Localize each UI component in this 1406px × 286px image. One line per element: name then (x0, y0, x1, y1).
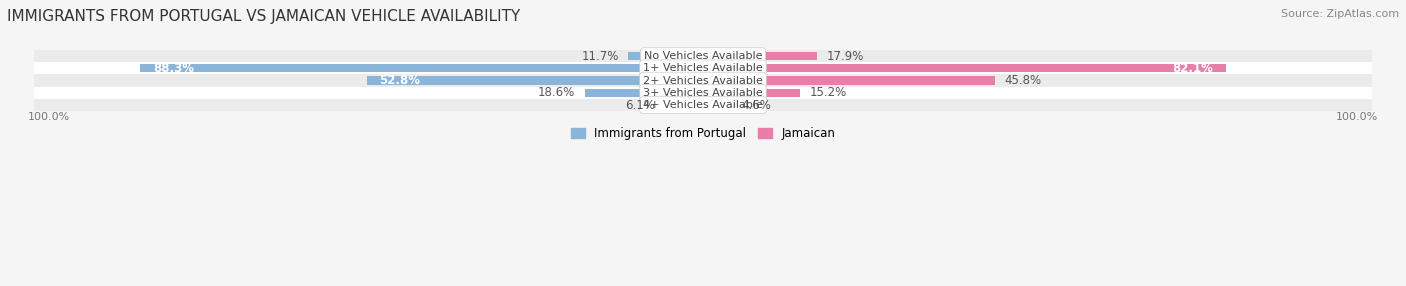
Bar (34, 62, 1372, 74)
Text: IMMIGRANTS FROM PORTUGAL VS JAMAICAN VEHICLE AVAILABILITY: IMMIGRANTS FROM PORTUGAL VS JAMAICAN VEH… (7, 9, 520, 23)
Bar (628, 52, 703, 60)
Text: 1+ Vehicles Available: 1+ Vehicles Available (643, 63, 763, 73)
Text: 6.1%: 6.1% (624, 99, 655, 112)
Bar (664, 101, 703, 109)
Text: 88.3%: 88.3% (153, 62, 194, 75)
Text: 11.7%: 11.7% (582, 49, 619, 63)
Bar (585, 89, 703, 97)
Bar (703, 89, 800, 97)
Text: 100.0%: 100.0% (1336, 112, 1378, 122)
Text: 4+ Vehicles Available: 4+ Vehicles Available (643, 100, 763, 110)
Legend: Immigrants from Portugal, Jamaican: Immigrants from Portugal, Jamaican (565, 122, 841, 145)
Bar (34, 87, 1372, 99)
Text: Source: ZipAtlas.com: Source: ZipAtlas.com (1281, 9, 1399, 19)
Text: 4.6%: 4.6% (742, 99, 772, 112)
Text: 2+ Vehicles Available: 2+ Vehicles Available (643, 76, 763, 86)
Text: 82.1%: 82.1% (1173, 62, 1213, 75)
Bar (367, 76, 703, 85)
Text: 18.6%: 18.6% (537, 86, 575, 99)
Bar (141, 64, 703, 72)
Bar (34, 50, 1372, 62)
Bar (34, 99, 1372, 111)
Text: 15.2%: 15.2% (810, 86, 846, 99)
Text: 100.0%: 100.0% (28, 112, 70, 122)
Text: No Vehicles Available: No Vehicles Available (644, 51, 762, 61)
Bar (34, 74, 1372, 87)
Text: 3+ Vehicles Available: 3+ Vehicles Available (643, 88, 763, 98)
Bar (703, 101, 733, 109)
Bar (703, 52, 817, 60)
Bar (703, 76, 995, 85)
Text: 17.9%: 17.9% (827, 49, 863, 63)
Text: 52.8%: 52.8% (380, 74, 420, 87)
Text: 45.8%: 45.8% (1004, 74, 1042, 87)
Bar (703, 64, 1226, 72)
